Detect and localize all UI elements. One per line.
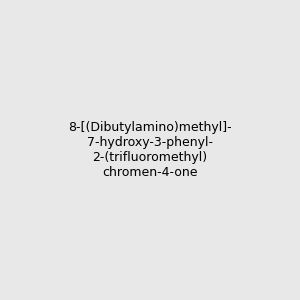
Text: 8-[(Dibutylamino)methyl]-
7-hydroxy-3-phenyl-
2-(trifluoromethyl)
chromen-4-one: 8-[(Dibutylamino)methyl]- 7-hydroxy-3-ph… xyxy=(68,121,232,179)
